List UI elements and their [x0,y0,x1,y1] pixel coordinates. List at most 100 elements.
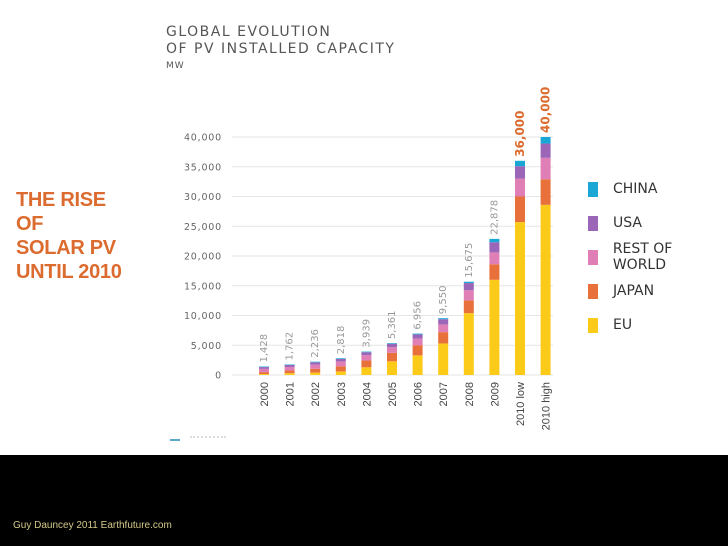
legend-swatch-eu [588,317,598,333]
bar-segment-rest-of-world [540,157,551,180]
bar-segment-eu [540,204,551,375]
bar-segment-eu [284,373,295,375]
y-tick-label: 25,000 [184,222,222,233]
bar-total-label: 36,000 [513,110,527,156]
y-tick-label: 5,000 [191,341,222,352]
x-tick-label: 2005 [387,382,399,406]
bar-segment-usa [438,319,449,325]
bar-segment-rest-of-world [335,361,346,367]
y-tick-label: 0 [215,371,222,382]
bar-segment-japan [259,372,269,375]
stacked-bar-chart: 0 5,000 10,000 15,000 20,000 25,000 30,000 35,0… [184,87,553,430]
legend-item-usa: USA [588,206,728,240]
chart-legend: CHINA USA REST OF WORLD JAPAN EU [588,172,728,342]
legend-item-china: CHINA [588,172,728,206]
bar-segment-eu [463,313,474,375]
bar-total-label: 3,939 [361,319,372,348]
bar-segment-japan [335,366,346,372]
bar-segment-japan [540,179,551,205]
bar-segment-eu [489,279,500,375]
bar-segment-japan [310,368,321,373]
bar-total-label: 2,818 [336,326,347,355]
x-tick-label: 2010 high [541,382,553,430]
chart-title-line-2: OF PV INSTALLED CAPACITY [166,41,396,57]
bar-segment-usa [540,143,551,158]
bar-segment-japan [463,300,474,314]
bar-segment-usa [259,367,269,369]
footer-band [0,455,728,546]
bar-segment-usa [387,343,397,348]
bar-segment-china [438,318,449,320]
bar-segment-japan [489,264,500,280]
bar-segment-usa [361,352,372,356]
x-tick-label: 2000 [259,382,271,406]
legend-label-rest-of-world: REST OF WORLD [612,241,673,273]
credit-text: Guy Dauncey 2011 Earthfuture.com [13,520,172,531]
bar-total-label: 15,675 [464,243,475,278]
cropped-legend-mark [170,439,180,441]
x-tick-label: 2003 [336,382,348,406]
bar-segment-japan [284,370,295,374]
legend-label-usa: USA [613,215,642,231]
y-tick-label: 15,000 [184,281,222,292]
chart-title: GLOBAL EVOLUTION OF PV INSTALLED CAPACIT… [166,24,395,71]
bar-segment-china [387,343,397,344]
slide-heading: THE RISE OF SOLAR PV UNTIL 2010 [16,188,122,284]
x-tick-label: 2008 [464,382,476,406]
legend-item-japan: JAPAN [588,274,728,308]
y-tick-label: 10,000 [184,311,222,322]
bar-segment-usa [284,365,295,367]
bar-segment-eu [259,374,269,375]
y-axis-ticks: 0 5,000 10,000 15,000 20,000 25,000 30,000 35,0… [184,133,222,382]
bar-total-label: 1,762 [285,332,296,361]
bar-segment-japan [387,352,397,362]
legend-swatch-rest-of-world [588,249,598,265]
bar-segment-china [310,361,321,363]
bar-segment-eu [412,355,423,375]
bar-segment-china [361,351,372,353]
chart-unit-label: MW [166,61,185,71]
bar-segment-rest-of-world [259,368,269,373]
bar-total-label: 1,428 [259,334,270,363]
x-tick-label: 2001 [285,382,297,406]
value-labels: 1,428 1,762 2,236 2,818 3,939 5,361 6,956 9,550… [259,87,553,363]
y-tick-label: 30,000 [184,192,222,203]
bar-segment-usa [310,362,321,365]
slide-heading-line-3: SOLAR PV [16,237,116,259]
slide-heading-line-2: OF [16,213,44,235]
x-tick-label: 2007 [438,382,450,406]
legend-item-rest-of-world: REST OF WORLD [588,240,728,274]
bar-segment-usa [412,334,423,339]
x-axis-ticks: 2000 2001 2002 2003 2004 2005 2006 2007 2008 2009… [259,382,553,430]
bar-segment-usa [489,242,500,253]
legend-item-eu: EU [588,308,728,342]
bar-segment-rest-of-world [361,355,372,361]
bar-segment-eu [438,343,449,375]
bar-segment-rest-of-world [438,324,449,333]
bar-segment-usa [335,358,346,362]
bar-segment-japan [515,196,525,223]
x-tick-label: 2010 low [515,382,527,426]
bar-segment-china [335,358,346,359]
legend-label-china: CHINA [613,181,658,197]
x-tick-label: 2004 [361,382,373,406]
bar-segment-japan [361,360,372,368]
bar-segment-china [463,281,474,284]
bar-segment-china [515,160,525,167]
slide-heading-line-1: THE RISE [16,189,106,211]
slide-background [0,0,728,455]
bar-segment-eu [361,367,372,375]
bars [259,137,551,375]
bar-segment-rest-of-world [310,364,321,369]
bar-total-label: 9,550 [438,286,449,315]
y-tick-label: 40,000 [184,133,222,144]
x-tick-label: 2009 [489,382,501,406]
legend-swatch-usa [588,215,598,231]
bar-segment-rest-of-world [387,347,397,353]
bar-segment-rest-of-world [489,252,500,265]
x-tick-label: 2006 [413,382,425,406]
legend-swatch-china [588,181,598,197]
bar-segment-china [412,333,423,335]
cropped-legend-text [190,436,226,443]
bar-segment-usa [463,283,474,291]
